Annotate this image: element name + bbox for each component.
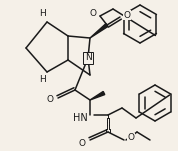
Text: O: O	[127, 133, 135, 143]
Text: O: O	[46, 95, 54, 104]
Text: O: O	[124, 11, 130, 19]
Text: HN: HN	[73, 113, 87, 123]
Text: N: N	[85, 53, 91, 63]
Polygon shape	[90, 92, 105, 100]
Polygon shape	[90, 24, 108, 38]
Text: O: O	[78, 138, 85, 148]
Text: O: O	[90, 10, 96, 19]
Text: H: H	[39, 76, 45, 85]
Text: H: H	[39, 10, 45, 19]
